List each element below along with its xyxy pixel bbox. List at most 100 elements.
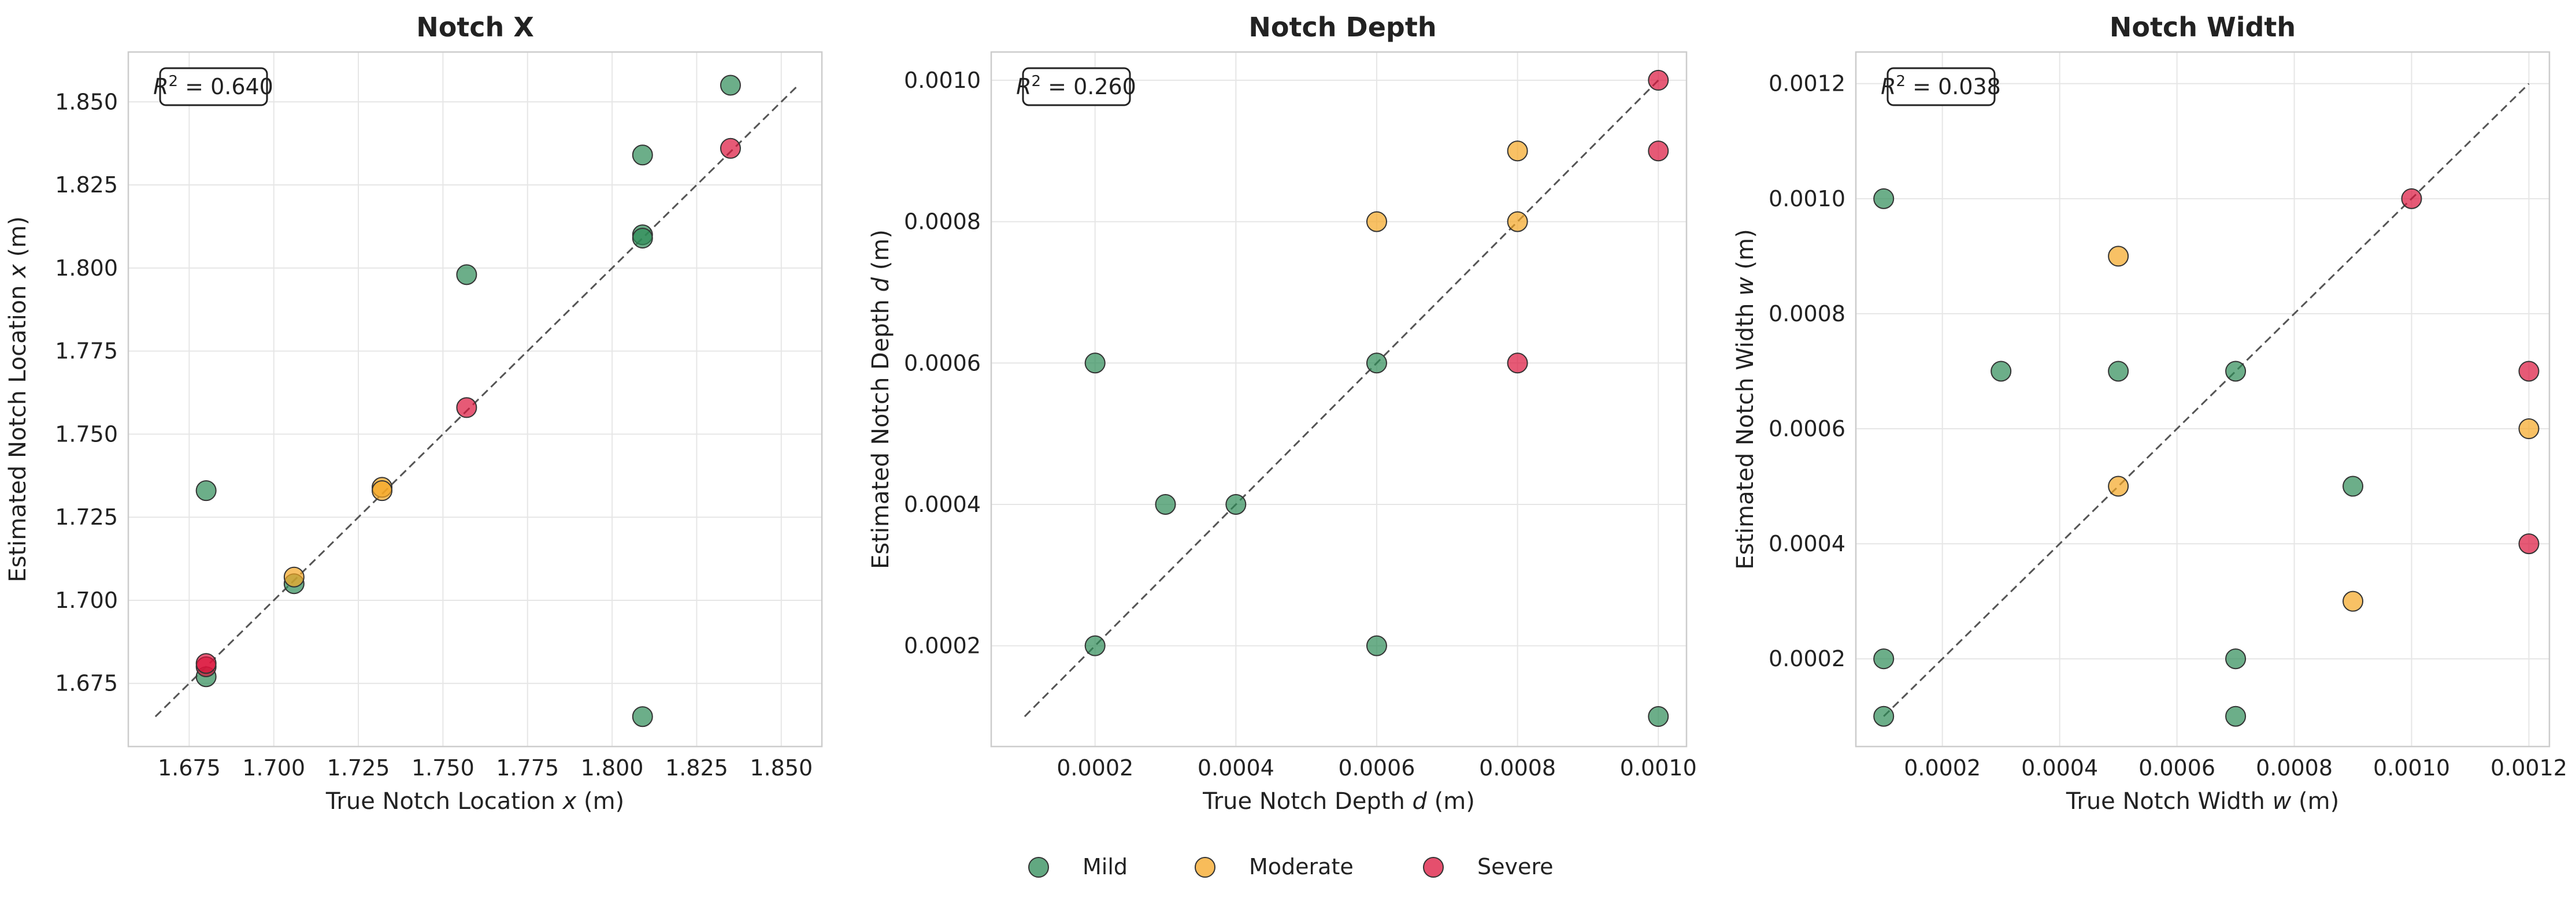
x-tick-label: 0.0012 xyxy=(2490,755,2567,781)
data-point-severe xyxy=(2518,533,2540,555)
y-tick-label: 0.0006 xyxy=(904,350,981,376)
r-squared-box xyxy=(1022,67,1131,106)
y-tick-label: 0.0012 xyxy=(1769,71,1845,96)
r-squared-box xyxy=(1886,67,1996,106)
data-point-severe xyxy=(456,397,477,418)
data-point-mild xyxy=(632,144,653,166)
data-point-moderate xyxy=(1366,211,1387,232)
x-tick-label: 0.0002 xyxy=(1057,755,1133,781)
data-point-severe xyxy=(720,138,741,159)
data-point-moderate xyxy=(2108,476,2129,497)
data-point-mild xyxy=(1084,352,1106,374)
data-point-moderate xyxy=(372,480,393,502)
r-squared-label: R2 = 0.640 xyxy=(153,73,273,99)
r-squared-box xyxy=(159,67,268,106)
y-tick-label: 0.0002 xyxy=(904,633,981,659)
data-point-mild xyxy=(1155,493,1176,515)
x-axis-label: True Notch Depth d (m) xyxy=(1202,788,1475,815)
reference-line xyxy=(154,84,799,718)
data-point-moderate xyxy=(2343,591,2364,612)
y-tick-label: 1.775 xyxy=(55,339,118,364)
legend-marker-severe xyxy=(1423,857,1444,878)
y-tick-label: 1.750 xyxy=(55,421,118,447)
subplot-title: Notch X xyxy=(416,12,534,43)
reference-line xyxy=(1883,83,2530,717)
data-point-moderate xyxy=(2108,246,2129,267)
r-squared-label: R2 = 0.260 xyxy=(1016,73,1136,99)
x-axis-label: True Notch Width w (m) xyxy=(2066,788,2339,815)
data-point-mild xyxy=(1873,706,1895,727)
x-tick-label: 0.0008 xyxy=(2256,755,2333,781)
data-point-severe xyxy=(2518,361,2540,382)
x-tick-label: 1.725 xyxy=(327,755,390,781)
data-point-mild xyxy=(2225,648,2247,670)
y-tick-label: 1.725 xyxy=(55,504,118,530)
data-point-mild xyxy=(2108,361,2129,382)
subplot-notch-depth: Notch Depth 0.0002 0.0004 0.0006 0.0008 0.00… xyxy=(868,12,1697,815)
data-point-mild xyxy=(632,706,653,727)
x-tick-label: 0.0006 xyxy=(1338,755,1415,781)
data-point-mild xyxy=(1873,648,1895,670)
legend-marker-mild xyxy=(1028,857,1049,878)
data-point-mild xyxy=(1084,635,1106,656)
x-tick-label: 0.0004 xyxy=(2021,755,2098,781)
legend: Mild Moderate Severe xyxy=(1028,854,1554,879)
legend-label-severe: Severe xyxy=(1477,854,1554,879)
x-tick-label: 0.0004 xyxy=(1198,755,1274,781)
data-point-mild xyxy=(1991,361,2012,382)
y-tick-label: 1.825 xyxy=(55,172,118,198)
y-tick-label: 0.0008 xyxy=(904,209,981,235)
plot-frame xyxy=(127,51,823,748)
data-point-severe xyxy=(1507,352,1528,374)
plot-frame xyxy=(1855,51,2551,748)
y-tick-label: 0.0004 xyxy=(1769,531,1845,556)
y-tick-label: 1.700 xyxy=(55,588,118,613)
data-point-severe xyxy=(1648,69,1669,91)
x-tick-label: 0.0010 xyxy=(2373,755,2450,781)
x-tick-label: 1.675 xyxy=(158,755,221,781)
data-point-mild xyxy=(2343,476,2364,497)
data-point-mild xyxy=(720,75,741,96)
x-tick-label: 1.775 xyxy=(496,755,559,781)
data-point-mild xyxy=(2225,361,2247,382)
r-squared-label: R2 = 0.038 xyxy=(1881,73,2001,99)
plot-frame xyxy=(990,51,1688,748)
data-point-severe xyxy=(2401,188,2422,209)
y-axis-label: Estimated Notch Depth d (m) xyxy=(868,229,894,569)
reference-line xyxy=(1024,79,1659,718)
data-point-moderate xyxy=(1507,211,1528,232)
x-tick-label: 0.0008 xyxy=(1479,755,1556,781)
data-point-mild xyxy=(2225,706,2247,727)
y-tick-label: 1.675 xyxy=(55,671,118,696)
x-tick-label: 1.700 xyxy=(242,755,305,781)
y-tick-label: 0.0004 xyxy=(904,492,981,517)
x-tick-label: 0.0002 xyxy=(1904,755,1981,781)
subplot-notch-x: Notch X 1.675 1.700 1.725 1.750 1.775 1.800 1.… xyxy=(5,12,823,815)
x-tick-label: 1.825 xyxy=(665,755,728,781)
data-point-severe xyxy=(1648,140,1669,162)
subplot-notch-width: Notch Width 0.0002 0.0004 0.0006 0.0008 0.00… xyxy=(1732,12,2567,815)
y-tick-label: 1.850 xyxy=(55,89,118,114)
data-point-moderate xyxy=(283,566,305,588)
legend-marker-moderate xyxy=(1195,857,1215,878)
y-axis-label: Estimated Notch Width w (m) xyxy=(1732,229,1759,569)
data-point-mild xyxy=(1366,352,1387,374)
y-tick-label: 0.0006 xyxy=(1769,416,1845,441)
legend-label-moderate: Moderate xyxy=(1249,854,1354,879)
y-tick-label: 0.0010 xyxy=(904,68,981,93)
data-point-mild xyxy=(632,228,653,249)
data-point-mild xyxy=(1366,635,1387,656)
data-point-severe xyxy=(195,653,217,674)
y-tick-label: 1.800 xyxy=(55,255,118,281)
subplot-title: Notch Depth xyxy=(1248,12,1436,43)
data-point-mild xyxy=(456,264,477,285)
x-tick-label: 1.850 xyxy=(750,755,813,781)
data-point-moderate xyxy=(2518,418,2540,440)
data-point-mild xyxy=(1648,706,1669,727)
x-axis-label: True Notch Location x (m) xyxy=(325,788,624,815)
y-tick-label: 0.0008 xyxy=(1769,301,1845,326)
data-point-mild xyxy=(1225,493,1247,515)
data-point-mild xyxy=(195,480,217,502)
y-tick-label: 0.0010 xyxy=(1769,186,1845,211)
